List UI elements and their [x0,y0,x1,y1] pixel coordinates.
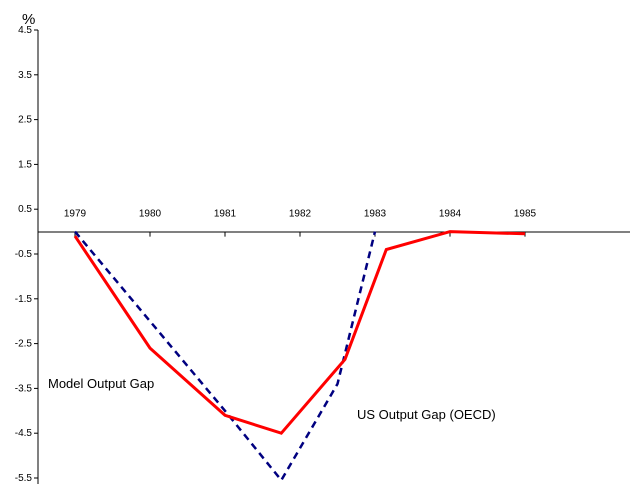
x-tick-label: 1979 [64,209,87,220]
x-tick-label: 1982 [289,209,312,220]
y-tick-label: 0.5 [18,204,32,215]
y-tick-label: 1.5 [18,159,32,170]
y-tick-label: 3.5 [18,70,32,81]
model-output-gap-annotation: Model Output Gap [48,376,154,391]
y-tick-label: 2.5 [18,115,32,126]
y-tick-label: -3.5 [15,383,33,394]
series-layer [73,230,526,483]
y-tick-label: -4.5 [15,428,33,439]
y-tick-label: 4.5 [18,25,32,36]
y-axis-unit-label: % [22,11,35,28]
y-axis-ticks: 4.5 3.5 2.5 1.5 0.5 -0.5 -1.5 -2.5 -3.5 -4.5 -5.5 [15,25,38,484]
us-output-gap-annotation: US Output Gap (OECD) [357,407,496,422]
x-tick-label: 1981 [214,209,237,220]
y-tick-label: -2.5 [15,339,33,350]
x-tick-label: 1985 [514,209,537,220]
y-tick-label: -0.5 [15,249,33,260]
x-tick-label: 1980 [139,209,162,220]
y-tick-label: -1.5 [15,294,33,305]
series-line-us-output-gap-oecd [74,230,377,483]
series-line-model-output-gap [73,230,526,435]
y-tick-label: -5.5 [15,473,33,484]
x-tick-label: 1983 [364,209,387,220]
x-tick-label: 1984 [439,209,462,220]
